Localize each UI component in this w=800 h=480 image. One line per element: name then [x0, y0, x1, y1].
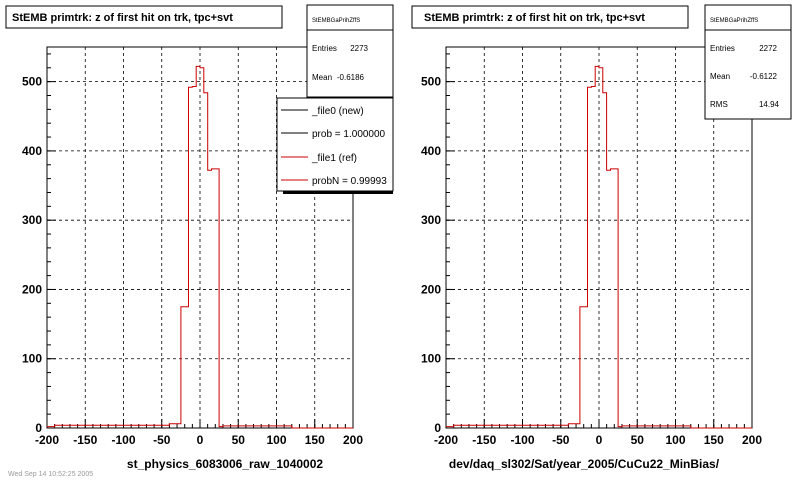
- x-tick-label: 100: [665, 433, 685, 447]
- left-stats-frame: [306, 4, 394, 98]
- right-stats-rms-value: 14.94: [759, 100, 780, 109]
- x-tick-label: 150: [704, 433, 724, 447]
- x-tick-label: 0: [596, 433, 603, 447]
- legend-entry: _file0 (new): [281, 106, 364, 117]
- left-stats-entries-label: Entries: [312, 44, 337, 53]
- right-stats-mean-label: Mean: [710, 72, 730, 81]
- x-tick-label: -200: [35, 433, 59, 447]
- right-stats-mean-value: -0.6122: [750, 72, 778, 81]
- left-stats-box: StEMBGaPrihZffS Entries 2273 Mean -0.618…: [306, 4, 394, 98]
- right-stats-frame: [704, 4, 792, 120]
- x-tick-label: 50: [631, 433, 645, 447]
- x-tick-label: 0: [197, 433, 204, 447]
- right-stats-name: StEMBGaPrihZffS: [710, 18, 758, 24]
- histogram-series: [446, 65, 752, 429]
- y-tick-label: 200: [22, 282, 42, 296]
- left-stats-name: StEMBGaPrihZffS: [312, 18, 360, 24]
- y-tick-label: 300: [421, 213, 441, 227]
- y-tick-label: 500: [421, 75, 441, 89]
- x-tick-label: -150: [73, 433, 97, 447]
- legend-entry: _file1 (ref): [281, 153, 357, 164]
- left-title-box: [5, 5, 283, 29]
- left-stats-mean-value: -0.6186: [337, 73, 365, 82]
- x-tick-label: -50: [153, 433, 171, 447]
- x-tick-label: -50: [552, 433, 570, 447]
- legend-frame: [276, 97, 394, 192]
- legend: _file0 (new) prob = 1.000000 _file1 (ref…: [276, 97, 394, 194]
- y-tick-label: 0: [35, 421, 42, 435]
- right-title: StEMB primtrk: z of first hit on trk, tp…: [424, 12, 645, 24]
- x-tick-label: 50: [232, 433, 246, 447]
- y-tick-label: 400: [22, 144, 42, 158]
- y-tick-label: 0: [434, 421, 441, 435]
- legend-entry-label: _file0 (new): [311, 106, 364, 117]
- y-tick-label: 500: [22, 75, 42, 89]
- legend-entry: prob = 1.000000: [281, 129, 386, 140]
- right-stats-rms-label: RMS: [710, 100, 728, 109]
- legend-entry-label: prob = 1.000000: [312, 129, 386, 140]
- x-tick-label: 100: [266, 433, 286, 447]
- footer-timestamp: Wed Sep 14 10:52:25 2005: [8, 471, 93, 478]
- y-tick-label: 100: [22, 352, 42, 366]
- right-stats-entries-value: 2272: [759, 44, 777, 53]
- y-tick-label: 300: [22, 213, 42, 227]
- right-stats-box: StEMBGaPrihZffS Entries 2272 Mean -0.612…: [704, 4, 792, 120]
- right-plot: -200 -150 -100 -50 0 50 100 150 200 0 100 200 300 400…: [421, 47, 762, 447]
- histogram-series: [47, 65, 353, 429]
- x-tick-label: -100: [510, 433, 534, 447]
- x-tick-label: -200: [434, 433, 458, 447]
- left-stats-entries-value: 2273: [350, 44, 368, 53]
- y-tick-label: 400: [421, 144, 441, 158]
- legend-entry: probN = 0.99993: [281, 176, 387, 187]
- x-tick-label: 200: [742, 433, 762, 447]
- left-pad: StEMB primtrk: z of first hit on trk, tp…: [5, 4, 394, 471]
- legend-entry-label: _file1 (ref): [311, 153, 357, 164]
- left-stats-mean-label: Mean: [312, 73, 332, 82]
- left-title: StEMB primtrk: z of first hit on trk, tp…: [12, 12, 233, 24]
- x-tick-label: 200: [343, 433, 363, 447]
- x-tick-label: -100: [111, 433, 135, 447]
- y-tick-label: 100: [421, 352, 441, 366]
- right-title-box: [411, 5, 689, 29]
- y-tick-label: 200: [421, 282, 441, 296]
- right-stats-entries-label: Entries: [710, 44, 735, 53]
- right-pad: StEMB primtrk: z of first hit on trk, tp…: [411, 4, 792, 471]
- x-tick-label: 150: [305, 433, 325, 447]
- left-x-title: st_physics_6083006_raw_1040002: [127, 457, 323, 471]
- right-x-title: dev/daq_sl302/Sat/year_2005/CuCu22_MinBi…: [449, 457, 720, 471]
- legend-entry-label: probN = 0.99993: [312, 176, 387, 187]
- x-tick-label: -150: [472, 433, 496, 447]
